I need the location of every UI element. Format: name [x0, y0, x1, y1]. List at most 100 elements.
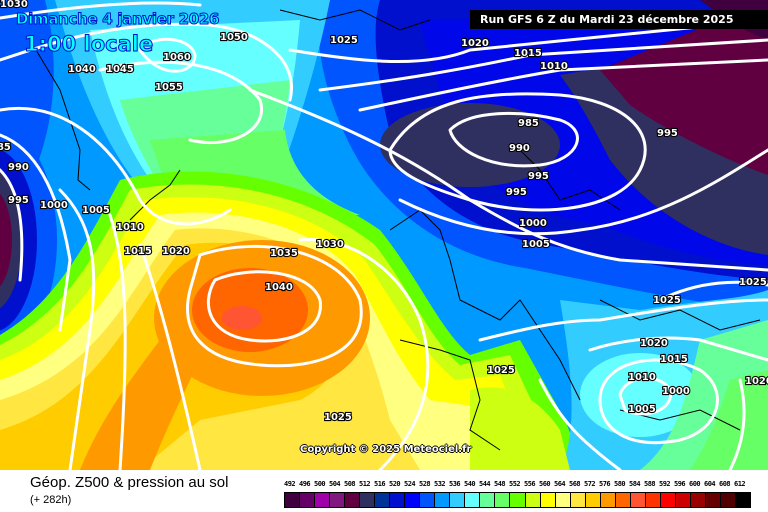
legend-tick-label: 504 [329, 480, 341, 488]
legend-tick-label: 540 [464, 480, 476, 488]
isobar-label: 1030 [316, 239, 344, 250]
legend-tick-label: 572 [584, 480, 596, 488]
legend-tick-label: 564 [554, 480, 566, 488]
legend-tick-label: 588 [644, 480, 656, 488]
isobar-label: 1025 [324, 412, 352, 423]
legend-swatch [390, 493, 406, 507]
legend-swatch [675, 493, 691, 507]
isobar-label: 995 [657, 128, 678, 139]
isobar-label: 1025 [487, 365, 515, 376]
legend-swatch [450, 493, 466, 507]
isobar-label: 1020 [640, 338, 668, 349]
legend-tick-label: 512 [359, 480, 371, 488]
isobar-label: 1000 [662, 386, 690, 397]
isobar-label: 1045 [106, 64, 134, 75]
legend-tick-label: 544 [479, 480, 491, 488]
legend-swatch [660, 493, 676, 507]
isobar-label: 1020 [461, 38, 489, 49]
legend-tick-label: 500 [314, 480, 326, 488]
model-run-banner: Run GFS 6 Z du Mardi 23 décembre 2025 [470, 10, 768, 29]
legend-tick-label: 560 [539, 480, 551, 488]
legend-swatch [495, 493, 511, 507]
legend-tick-label: 536 [449, 480, 461, 488]
legend-tick-label: 516 [374, 480, 386, 488]
legend-swatch [480, 493, 496, 507]
legend-swatch [360, 493, 376, 507]
legend-swatch [420, 493, 436, 507]
isobar-label: 1000 [40, 200, 68, 211]
isobar-label: 1005 [628, 404, 656, 415]
legend-tick-label: 520 [389, 480, 401, 488]
pressure-map: 1030 1050 1060 1040 1045 1055 1025 1020 … [0, 0, 768, 470]
legend-tick-label: 596 [674, 480, 686, 488]
isobars [0, 1, 768, 470]
isobar-label: 1035 [270, 248, 298, 259]
legend-tick-label: 580 [614, 480, 626, 488]
legend-swatch [510, 493, 526, 507]
legend-swatch [585, 493, 601, 507]
isobar-label: 1015 [514, 48, 542, 59]
legend-tick-label: 584 [629, 480, 641, 488]
legend-swatch [345, 493, 361, 507]
isobar-label: 1040 [68, 64, 96, 75]
isobar-label: 1040 [265, 282, 293, 293]
chart-title: Géop. Z500 & pression au sol [30, 474, 229, 491]
legend-ticks: 492 496 500 504 508 512 516 520 524 528 532 536 540 5… [284, 480, 751, 490]
legend-swatch [330, 493, 346, 507]
legend-swatch [720, 493, 736, 507]
isobar-label: 1060 [163, 52, 191, 63]
isobar-label: 1010 [540, 61, 568, 72]
isobar-label: 1020 [162, 246, 190, 257]
legend-tick-label: 576 [599, 480, 611, 488]
isobar-label: 1010 [628, 372, 656, 383]
isobar-label: 1030 [0, 0, 28, 10]
isobar-labels: 1030 1050 1060 1040 1045 1055 1025 1020 … [0, 0, 768, 424]
legend-tick-label: 496 [299, 480, 311, 488]
isobar-label: 1000 [519, 218, 547, 229]
legend-tick-label: 508 [344, 480, 356, 488]
isobar-label: 1005 [82, 205, 110, 216]
legend-swatches [284, 492, 751, 508]
isobar-label: 1015 [124, 246, 152, 257]
legend-swatch [405, 493, 421, 507]
legend-tick-label: 608 [719, 480, 731, 488]
legend-tick-label: 532 [434, 480, 446, 488]
isobar-label: 995 [8, 195, 29, 206]
legend-tick-label: 600 [689, 480, 701, 488]
legend-tick-label: 524 [404, 480, 416, 488]
isobar-label: 995 [506, 187, 527, 198]
legend-swatch [465, 493, 481, 507]
isobar-label: 1020 [745, 376, 768, 387]
legend-swatch [525, 493, 541, 507]
legend-swatch [435, 493, 451, 507]
legend-tick-label: 552 [509, 480, 521, 488]
lead-time: (+ 282h) [30, 494, 72, 506]
forecast-time: 1:00 locale [23, 32, 154, 57]
legend-swatch [630, 493, 646, 507]
isobar-label: 990 [8, 162, 29, 173]
isobar-label: 1055 [155, 82, 183, 93]
isobar-label: 990 [509, 143, 530, 154]
isobar-label: 1015 [660, 354, 688, 365]
legend-swatch [540, 493, 556, 507]
copyright: Copyright © 2025 Meteociel.fr [300, 444, 472, 455]
isobar-label: 1010 [116, 222, 144, 233]
legend-swatch [615, 493, 631, 507]
isobar-label: 1005 [522, 239, 550, 250]
legend-swatch [285, 493, 301, 507]
geopotential-field [0, 0, 768, 470]
legend-tick-label: 556 [524, 480, 536, 488]
legend-tick-label: 604 [704, 480, 716, 488]
forecast-date: Dimanche 4 janvier 2026 [15, 10, 220, 29]
isobar-label: 985 [518, 118, 539, 129]
legend-swatch [600, 493, 616, 507]
isobar-label: 995 [528, 171, 549, 182]
legend-tick-label: 592 [659, 480, 671, 488]
legend-tick-label: 612 [734, 480, 746, 488]
legend-swatch [570, 493, 586, 507]
legend-tick-label: 528 [419, 480, 431, 488]
isobar-label: 1025 [739, 277, 767, 288]
footer: Géop. Z500 & pression au sol (+ 282h) 49… [0, 470, 768, 512]
legend-swatch [315, 493, 331, 507]
legend-swatch [555, 493, 571, 507]
